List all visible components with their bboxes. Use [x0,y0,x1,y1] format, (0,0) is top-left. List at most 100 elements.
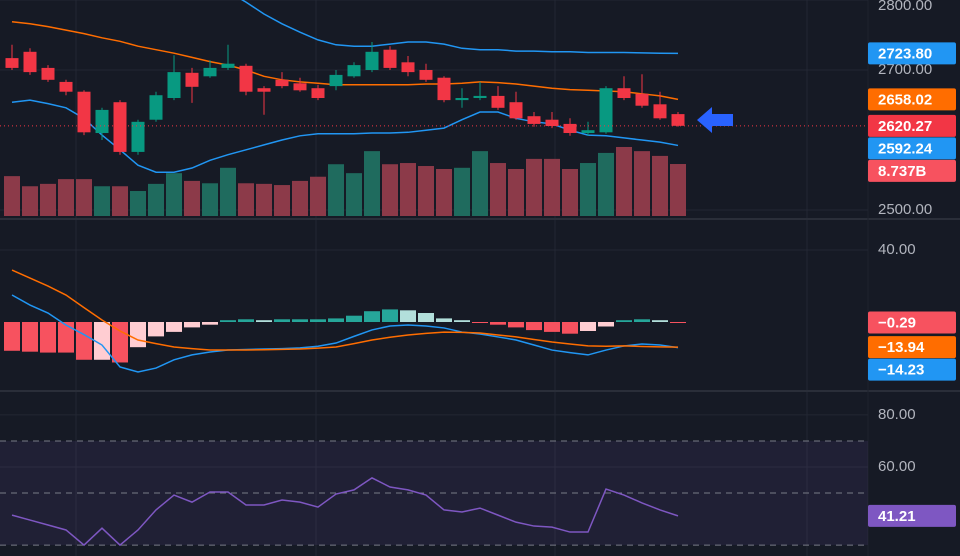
indicator-line [11,477,679,547]
histogram-bar [490,322,506,325]
histogram-bar [562,322,578,334]
y-tick-label: 60.00 [878,458,916,475]
candle-body [437,77,451,101]
indicator-line [11,269,679,351]
candle-body [275,79,289,87]
histogram-bar [400,310,416,322]
histogram-bar [202,322,218,325]
volume-bar [58,179,74,216]
candle-body [257,88,271,92]
price-badge-label: −0.29 [878,314,916,331]
volume-bar [472,151,488,216]
y-tick-label: 2500.00 [878,201,932,218]
candle-body [131,121,145,152]
volume-bar [4,176,20,216]
price-badge [868,358,956,381]
candle-body [149,95,163,120]
candle-body [509,102,523,119]
pane [0,414,868,547]
volume-bar [184,180,200,216]
candle-body [23,51,37,73]
price-badge [868,42,956,65]
candle-body [347,65,361,77]
candle-body [599,88,613,133]
candle-body [545,119,559,127]
candle-body [5,58,19,68]
candle-body [77,91,91,133]
candle-body [617,88,631,99]
volume-bar [310,176,326,216]
histogram-bar [310,319,326,322]
candle-body [113,102,127,152]
histogram-bar [76,322,92,360]
histogram-bar [184,322,200,328]
candle-body [329,74,343,87]
histogram-bar [58,322,74,353]
histogram-bar [382,309,398,322]
price-badge-label: 8.737B [878,163,927,180]
histogram-bar [508,322,524,328]
histogram-bar [526,322,542,331]
candle-body [293,83,307,91]
histogram-bar [130,322,146,348]
volume-bar [400,163,416,216]
volume-bar [76,179,92,216]
volume-bar [544,158,560,216]
volume-bar [292,180,308,216]
price-badge [868,504,956,527]
indicator-line [240,0,679,55]
volume-bar [580,163,596,216]
candle-body [581,130,595,134]
histogram-bar [238,319,254,322]
candle-body [311,88,325,99]
candle-body [419,70,433,80]
histogram-bar [454,320,470,322]
histogram-bar [598,322,614,327]
price-badge [868,336,956,359]
candle-body [365,51,379,71]
volume-bar [364,151,380,216]
histogram-bar [220,320,236,322]
histogram-bar [616,320,632,322]
price-badge-label: 2723.80 [878,45,932,62]
candle-body [491,95,505,108]
volume-bar [454,167,470,216]
candle-body [203,67,217,77]
volume-bar [112,186,128,216]
volume-bar [202,183,218,216]
volume-bar [148,183,164,216]
volume-bar [598,152,614,216]
histogram-bar [94,322,110,360]
price-badge-label: −14.23 [878,362,924,379]
price-badge [868,114,956,137]
candle-body [401,62,415,73]
candle-body [59,81,73,92]
volume-bar [166,173,182,216]
y-tick-label: 2800.00 [878,0,932,14]
histogram-bar [418,313,434,322]
histogram-bar [670,322,686,323]
pane [0,0,868,216]
histogram-bar [292,319,308,322]
volume-bar [256,183,272,216]
candle-body [671,114,685,126]
candle-body [455,98,469,101]
volume-bar [562,168,578,216]
candle-body [563,123,577,134]
histogram-bar [256,320,272,322]
volume-bar [634,151,650,216]
volume-bar [130,191,146,216]
histogram-bar [544,322,560,332]
histogram-bar [652,320,668,322]
histogram-bar [328,318,344,322]
pane [0,249,868,373]
price-arrow [697,107,733,133]
volume-bar [508,168,524,216]
volume-bar [616,146,632,216]
plot-layer: 2800.00 2700.00 2500.00 2723.80 2658.02 2620.… [0,0,956,547]
histogram-bar [4,322,20,351]
candle-body [653,104,667,119]
histogram-bar [346,315,362,322]
